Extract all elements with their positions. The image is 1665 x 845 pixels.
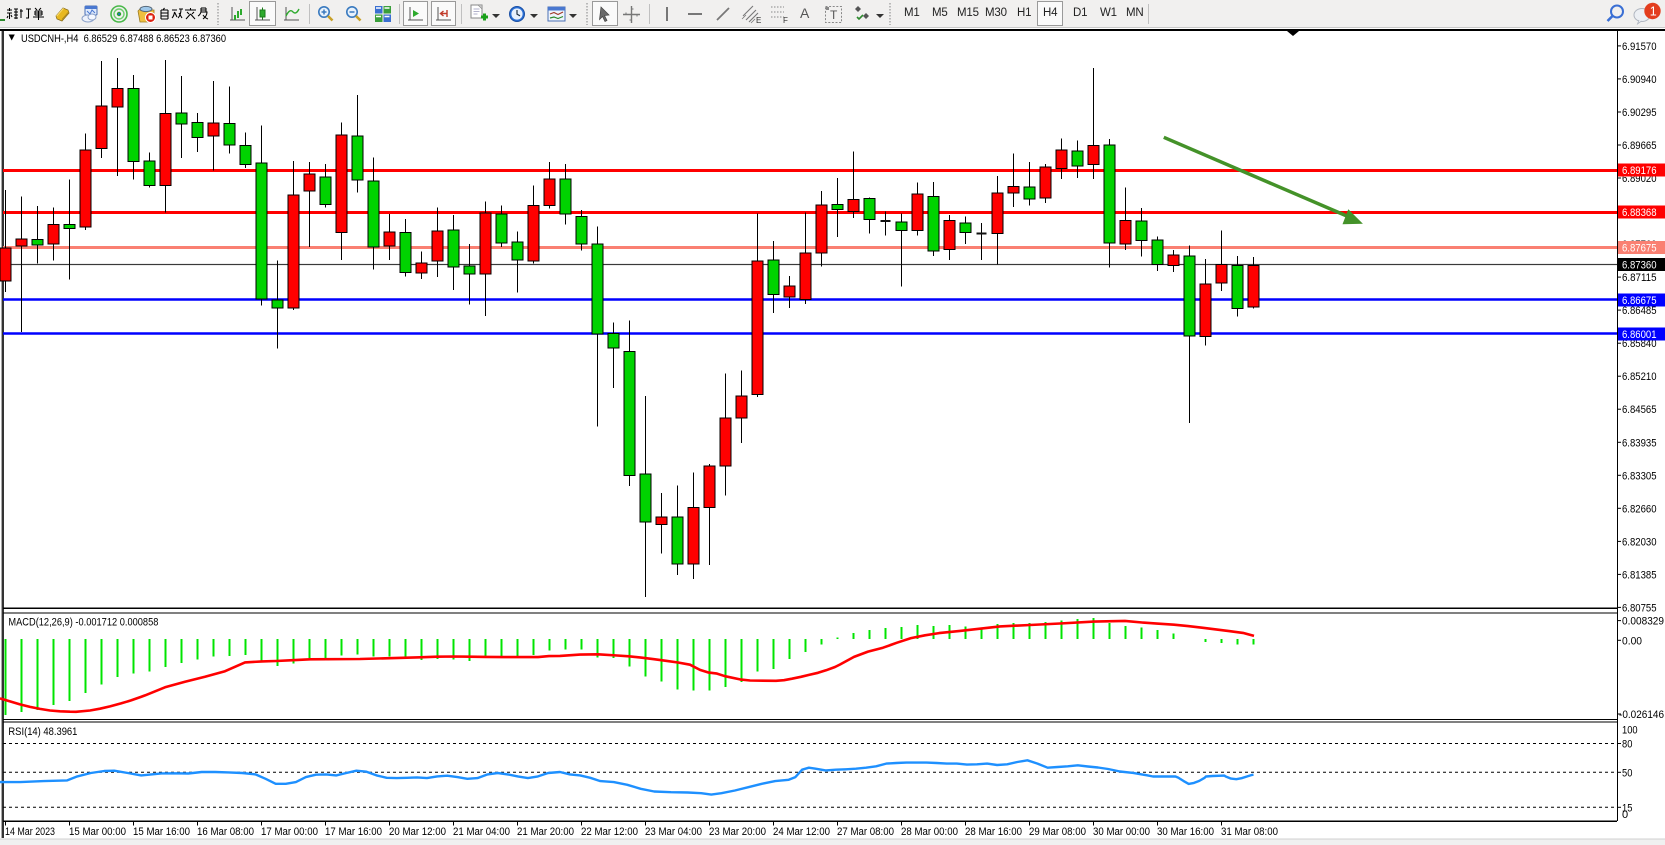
svg-text:6.85840: 6.85840 xyxy=(1622,338,1657,350)
svg-text:1: 1 xyxy=(1650,4,1657,18)
svg-text:6.86001: 6.86001 xyxy=(1622,329,1657,341)
svg-text:6.88368: 6.88368 xyxy=(1622,207,1657,219)
svg-text:MACD(12,26,9) -0.001712 0.0008: MACD(12,26,9) -0.001712 0.000858 xyxy=(8,617,158,629)
svg-text:16 Mar 08:00: 16 Mar 08:00 xyxy=(197,826,254,838)
svg-text:6.90940: 6.90940 xyxy=(1622,74,1657,86)
svg-text:6.91570: 6.91570 xyxy=(1622,41,1657,53)
svg-text:6.90295: 6.90295 xyxy=(1622,107,1657,119)
svg-text:24 Mar 12:00: 24 Mar 12:00 xyxy=(773,826,830,838)
svg-text:-0.026146: -0.026146 xyxy=(1619,709,1664,721)
svg-text:15 Mar 00:00: 15 Mar 00:00 xyxy=(69,826,126,838)
svg-text:6.87360: 6.87360 xyxy=(1622,260,1657,272)
svg-text:50: 50 xyxy=(1622,767,1632,779)
svg-text:80: 80 xyxy=(1622,739,1632,751)
svg-text:15 Mar 16:00: 15 Mar 16:00 xyxy=(133,826,190,838)
svg-text:23 Mar 20:00: 23 Mar 20:00 xyxy=(709,826,766,838)
svg-text:6.80755: 6.80755 xyxy=(1622,602,1657,614)
svg-text:14 Mar 2023: 14 Mar 2023 xyxy=(5,826,55,838)
svg-text:29 Mar 08:00: 29 Mar 08:00 xyxy=(1029,826,1086,838)
svg-text:RSI(14) 48.3961: RSI(14) 48.3961 xyxy=(8,726,77,738)
svg-text:6.82030: 6.82030 xyxy=(1622,536,1657,548)
svg-text:F: F xyxy=(783,16,788,24)
svg-text:100: 100 xyxy=(1622,725,1638,737)
svg-text:31 Mar 08:00: 31 Mar 08:00 xyxy=(1221,826,1278,838)
svg-text:E: E xyxy=(756,16,761,24)
svg-text:21 Mar 20:00: 21 Mar 20:00 xyxy=(517,826,574,838)
svg-text:6.87115: 6.87115 xyxy=(1622,272,1657,284)
svg-text:27 Mar 08:00: 27 Mar 08:00 xyxy=(837,826,894,838)
svg-text:6.85210: 6.85210 xyxy=(1622,371,1657,383)
svg-text:6.83935: 6.83935 xyxy=(1622,437,1657,449)
svg-text:6.86675: 6.86675 xyxy=(1622,295,1657,307)
svg-text:0.00: 0.00 xyxy=(1622,635,1642,647)
svg-text:15: 15 xyxy=(1622,802,1632,814)
svg-text:6.89176: 6.89176 xyxy=(1622,165,1657,177)
svg-text:6.81385: 6.81385 xyxy=(1622,569,1657,581)
svg-text:6.87675: 6.87675 xyxy=(1622,243,1657,255)
svg-text:22 Mar 12:00: 22 Mar 12:00 xyxy=(581,826,638,838)
svg-text:23 Mar 04:00: 23 Mar 04:00 xyxy=(645,826,702,838)
svg-text:USDCNH-,H4 6.86529 6.87488 6.: USDCNH-,H4 6.86529 6.87488 6.86523 6.873… xyxy=(21,33,226,45)
svg-text:30 Mar 00:00: 30 Mar 00:00 xyxy=(1093,826,1150,838)
svg-text:6.89665: 6.89665 xyxy=(1622,140,1657,152)
svg-text:28 Mar 00:00: 28 Mar 00:00 xyxy=(901,826,958,838)
svg-text:30 Mar 16:00: 30 Mar 16:00 xyxy=(1157,826,1214,838)
svg-text:28 Mar 16:00: 28 Mar 16:00 xyxy=(965,826,1022,838)
svg-text:17 Mar 16:00: 17 Mar 16:00 xyxy=(325,826,382,838)
svg-text:17 Mar 00:00: 17 Mar 00:00 xyxy=(261,826,318,838)
svg-text:6.83305: 6.83305 xyxy=(1622,470,1657,482)
svg-text:20 Mar 12:00: 20 Mar 12:00 xyxy=(389,826,446,838)
svg-text:T: T xyxy=(830,8,838,22)
svg-text:0: 0 xyxy=(1622,809,1628,821)
svg-text:6.86485: 6.86485 xyxy=(1622,305,1657,317)
svg-text:6.84565: 6.84565 xyxy=(1622,404,1657,416)
svg-text:6.82660: 6.82660 xyxy=(1622,503,1657,515)
svg-text:21 Mar 04:00: 21 Mar 04:00 xyxy=(453,826,510,838)
svg-text:0.008329: 0.008329 xyxy=(1622,616,1664,628)
